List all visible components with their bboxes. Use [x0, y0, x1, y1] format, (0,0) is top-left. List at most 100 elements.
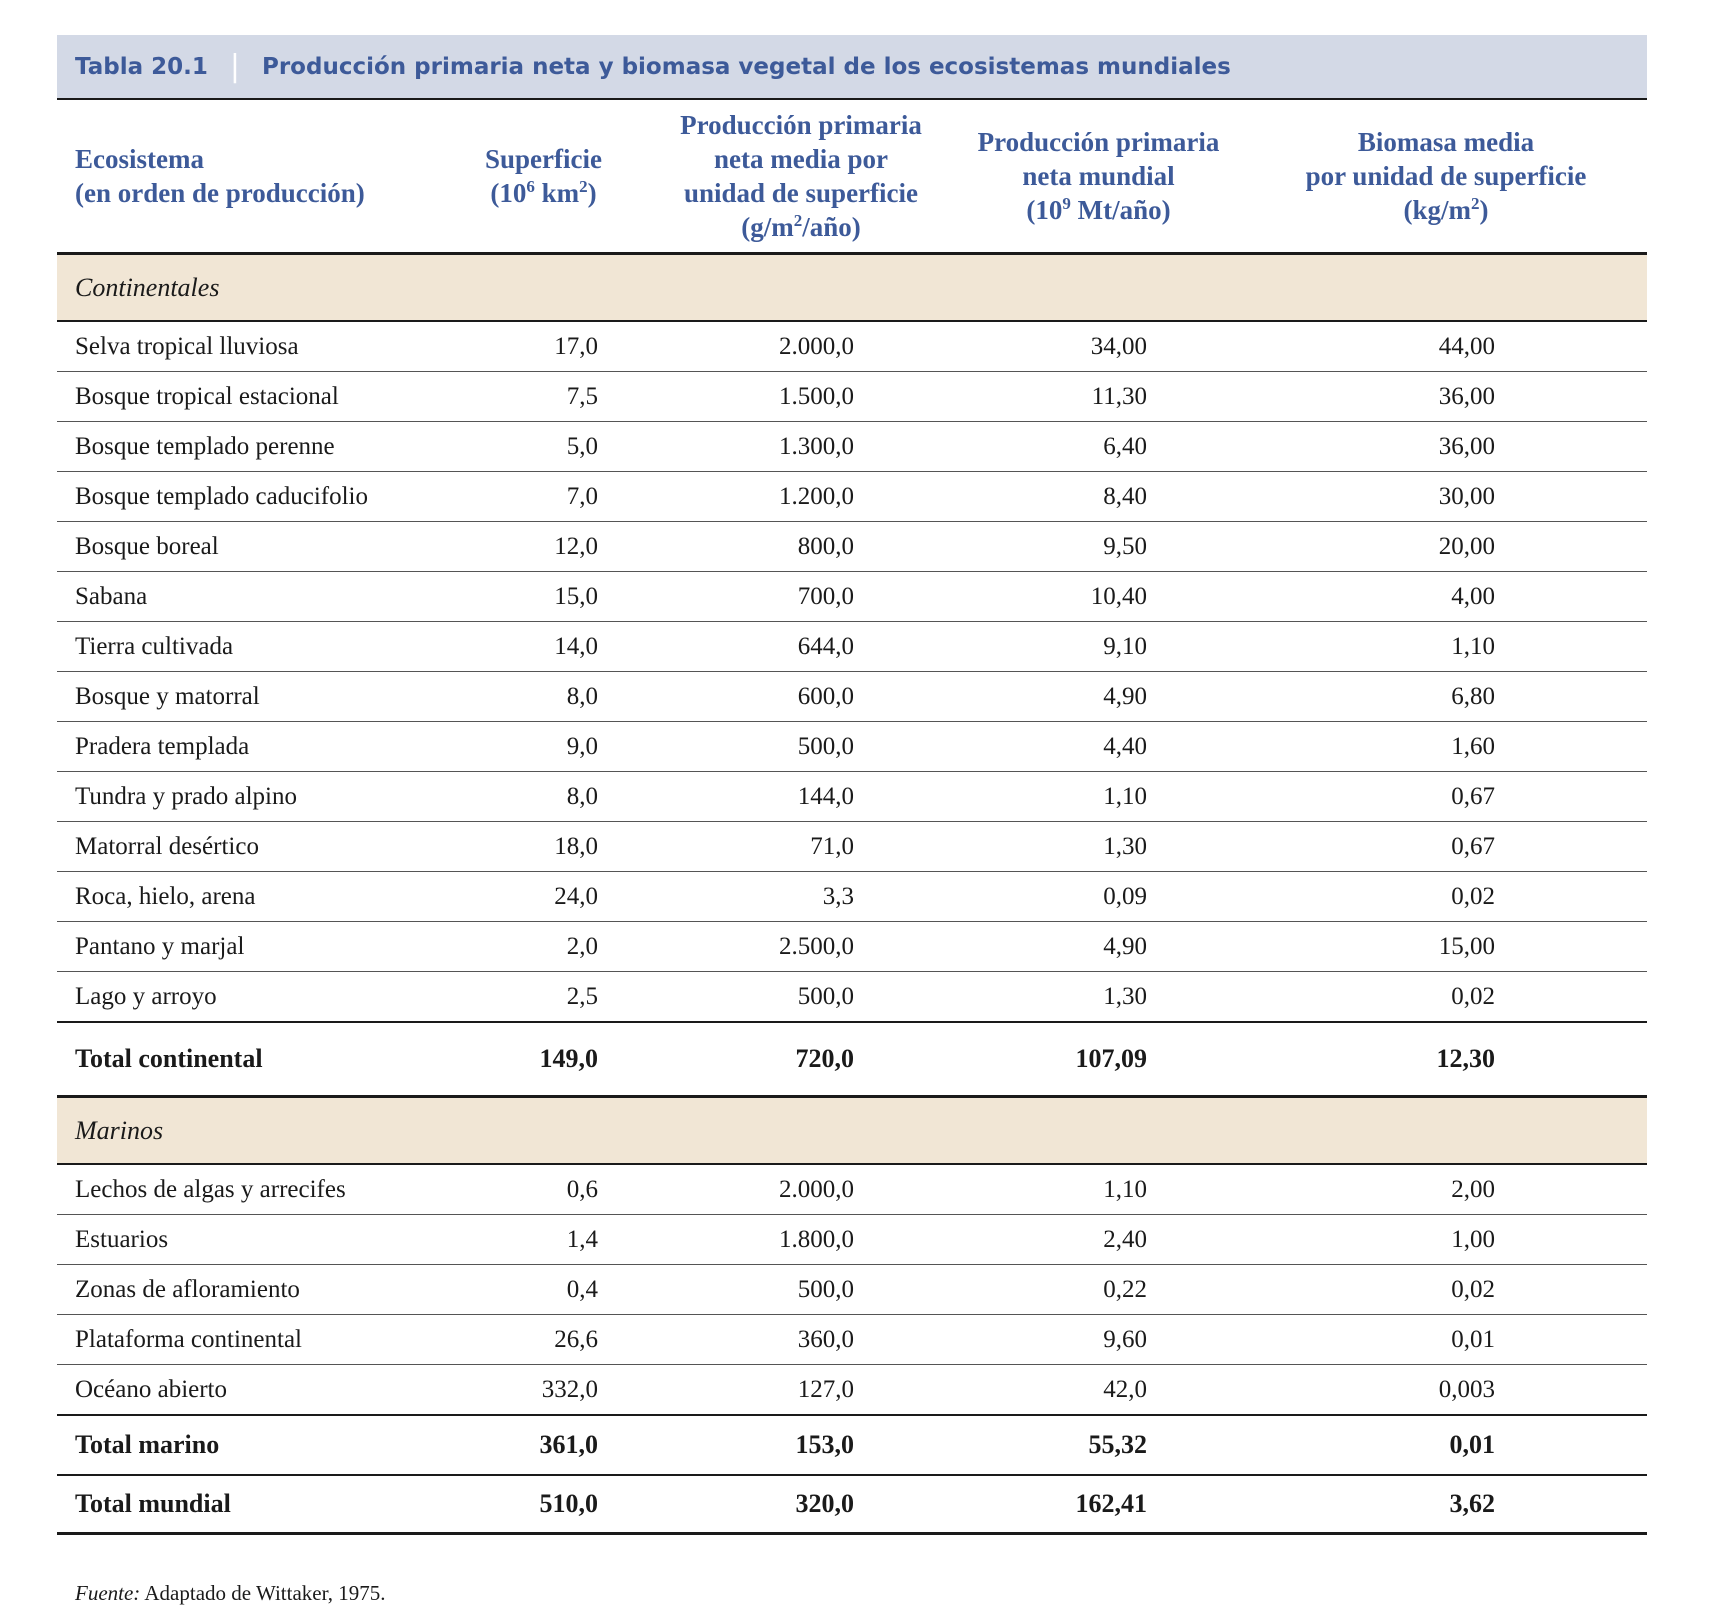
biomass-value: 0,02	[1245, 871, 1647, 922]
biomass-value: 6,80	[1245, 671, 1647, 722]
table-row: Tierra cultivada 14,0 644,0 9,10 1,10	[57, 621, 1647, 672]
npp-world-value: 1,10	[952, 1164, 1245, 1215]
npp-world-value: 1,30	[952, 971, 1245, 1023]
biomass-value: 0,67	[1245, 821, 1647, 872]
biomass-value: 20,00	[1245, 521, 1647, 572]
source-label: Fuente:	[75, 1581, 141, 1605]
surface-value: 8,0	[437, 771, 650, 822]
surface-value: 26,6	[437, 1314, 650, 1365]
npp-per-area-value: 500,0	[650, 1264, 952, 1315]
total-biomass: 12,30	[1245, 1022, 1647, 1098]
biomass-value: 44,00	[1245, 321, 1647, 372]
biomass-value: 1,60	[1245, 721, 1647, 772]
ecosystem-name: Lechos de algas y arrecifes	[57, 1164, 437, 1215]
surface-value: 0,4	[437, 1264, 650, 1315]
npp-world-value: 11,30	[952, 371, 1245, 422]
npp-world-value: 9,50	[952, 521, 1245, 572]
npp-world-value: 0,22	[952, 1264, 1245, 1315]
biomass-value: 36,00	[1245, 371, 1647, 422]
surface-value: 8,0	[437, 671, 650, 722]
biomass-value: 1,10	[1245, 621, 1647, 672]
data-table: Ecosistema (en orden de producción) Supe…	[57, 100, 1647, 1535]
surface-value: 332,0	[437, 1364, 650, 1416]
header-surface: Superficie (106 km2)	[437, 100, 650, 255]
table-row: Océano abierto 332,0 127,0 42,0 0,003	[57, 1364, 1647, 1416]
surface-value: 12,0	[437, 521, 650, 572]
total-npp-world: 107,09	[952, 1022, 1245, 1098]
biomass-value: 0,01	[1245, 1314, 1647, 1365]
ecosystem-name: Tundra y prado alpino	[57, 771, 437, 822]
total-world-row: Total mundial 510,0 320,0 162,41 3,62	[57, 1475, 1647, 1535]
npp-per-area-value: 1.200,0	[650, 471, 952, 522]
ecosystem-name: Tierra cultivada	[57, 621, 437, 672]
ecosystem-name: Bosque tropical estacional	[57, 371, 437, 422]
npp-world-value: 6,40	[952, 421, 1245, 472]
ecosystem-name: Océano abierto	[57, 1364, 437, 1416]
npp-per-area-value: 600,0	[650, 671, 952, 722]
table-row: Lechos de algas y arrecifes 0,6 2.000,0 1,1…	[57, 1164, 1647, 1215]
total-npp-world: 55,32	[952, 1415, 1245, 1476]
npp-per-area-value: 2.000,0	[650, 321, 952, 372]
table-body: Continentales Selva tropical lluviosa 17,…	[57, 253, 1647, 1535]
biomass-value: 1,00	[1245, 1214, 1647, 1265]
npp-world-value: 8,40	[952, 471, 1245, 522]
npp-per-area-value: 644,0	[650, 621, 952, 672]
table-row: Roca, hielo, arena 24,0 3,3 0,09 0,02	[57, 871, 1647, 922]
total-biomass: 3,62	[1245, 1475, 1647, 1535]
npp-per-area-value: 500,0	[650, 971, 952, 1023]
total-npp-per-area: 320,0	[650, 1475, 952, 1535]
npp-world-value: 2,40	[952, 1214, 1245, 1265]
source-text: Adaptado de Wittaker, 1975.	[144, 1581, 386, 1605]
table-row: Bosque templado caducifolio 7,0 1.200,0 8,4…	[57, 471, 1647, 522]
npp-world-value: 34,00	[952, 321, 1245, 372]
ecosystem-name: Pantano y marjal	[57, 921, 437, 972]
biomass-value: 36,00	[1245, 421, 1647, 472]
table-row: Matorral desértico 18,0 71,0 1,30 0,67	[57, 821, 1647, 872]
npp-per-area-value: 2.500,0	[650, 921, 952, 972]
total-surface: 149,0	[437, 1022, 650, 1098]
ecosystem-name: Zonas de afloramiento	[57, 1264, 437, 1315]
table-row: Tundra y prado alpino 8,0 144,0 1,10 0,67	[57, 771, 1647, 822]
total-npp-per-area: 153,0	[650, 1415, 952, 1476]
npp-world-value: 1,10	[952, 771, 1245, 822]
biomass-value: 0,02	[1245, 1264, 1647, 1315]
biomass-value: 30,00	[1245, 471, 1647, 522]
table-row: Lago y arroyo 2,5 500,0 1,30 0,02	[57, 971, 1647, 1023]
total-marine-row: Total marino 361,0 153,0 55,32 0,01	[57, 1415, 1647, 1476]
surface-value: 7,0	[437, 471, 650, 522]
biomass-value: 15,00	[1245, 921, 1647, 972]
header-npp-per-area: Producción primaria neta media por unida…	[650, 100, 952, 255]
table-row: Bosque tropical estacional 7,5 1.500,0 11,3…	[57, 371, 1647, 422]
surface-value: 18,0	[437, 821, 650, 872]
npp-per-area-value: 3,3	[650, 871, 952, 922]
npp-per-area-value: 1.300,0	[650, 421, 952, 472]
surface-value: 5,0	[437, 421, 650, 472]
ecosystem-name: Roca, hielo, arena	[57, 871, 437, 922]
ecosystem-name: Plataforma continental	[57, 1314, 437, 1365]
biomass-value: 0,02	[1245, 971, 1647, 1023]
biomass-value: 0,67	[1245, 771, 1647, 822]
table-row: Plataforma continental 26,6 360,0 9,60 0,01	[57, 1314, 1647, 1365]
surface-value: 15,0	[437, 571, 650, 622]
table-row: Selva tropical lluviosa 17,0 2.000,0 34,00 4…	[57, 321, 1647, 372]
npp-world-value: 4,90	[952, 671, 1245, 722]
npp-world-value: 9,60	[952, 1314, 1245, 1365]
header-row: Ecosistema (en orden de producción) Supe…	[57, 100, 1647, 255]
total-biomass: 0,01	[1245, 1415, 1647, 1476]
surface-value: 2,5	[437, 971, 650, 1023]
section-label: Continentales	[57, 253, 1647, 322]
npp-world-value: 10,40	[952, 571, 1245, 622]
total-surface: 510,0	[437, 1475, 650, 1535]
npp-per-area-value: 500,0	[650, 721, 952, 772]
ecosystem-name: Estuarios	[57, 1214, 437, 1265]
npp-world-value: 4,40	[952, 721, 1245, 772]
total-npp-per-area: 720,0	[650, 1022, 952, 1098]
table-number: Tabla 20.1	[75, 53, 208, 80]
biomass-value: 2,00	[1245, 1164, 1647, 1215]
ecosystem-name: Matorral desértico	[57, 821, 437, 872]
npp-per-area-value: 71,0	[650, 821, 952, 872]
npp-per-area-value: 700,0	[650, 571, 952, 622]
ecosystem-name: Bosque y matorral	[57, 671, 437, 722]
surface-value: 7,5	[437, 371, 650, 422]
npp-per-area-value: 800,0	[650, 521, 952, 572]
